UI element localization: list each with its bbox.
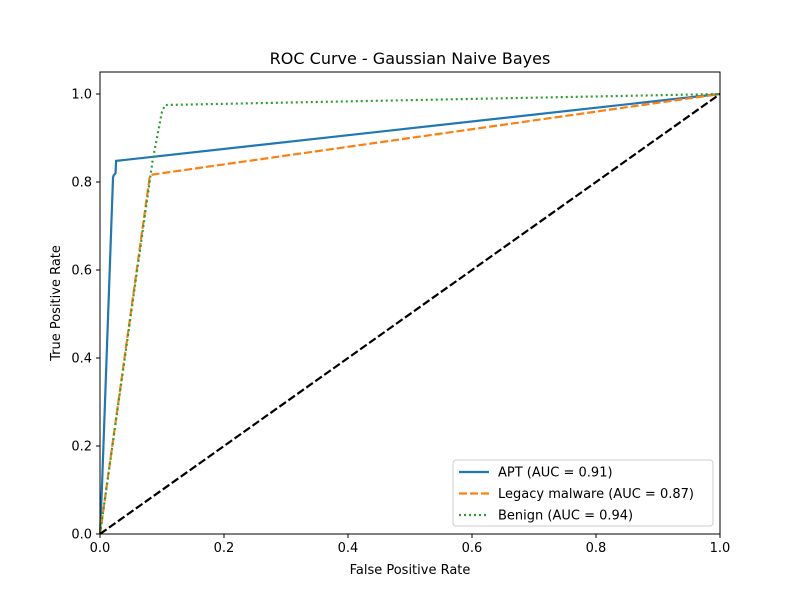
y-tick-label: 0.2 — [71, 440, 92, 455]
y-tick-label: 1.0 — [71, 88, 92, 103]
series-layer — [98, 92, 721, 535]
x-tick-label: 1.0 — [710, 541, 731, 556]
x-tick-label: 0.0 — [90, 541, 111, 556]
y-axis-label: True Positive Rate — [49, 245, 64, 362]
y-tick-label: 0.0 — [71, 528, 92, 543]
y-tick-label: 0.8 — [71, 176, 92, 191]
series-line-0 — [98, 92, 721, 535]
chance-diagonal-line — [99, 93, 721, 535]
chart-title: ROC Curve - Gaussian Naive Bayes — [270, 49, 551, 68]
series-line-1 — [98, 92, 721, 535]
x-tick-label: 0.8 — [586, 541, 607, 556]
x-axis-label: False Positive Rate — [350, 563, 471, 578]
y-tick-label: 0.4 — [71, 352, 92, 367]
y-axis-ticks: 0.0 0.2 0.4 0.6 0.8 1.0 — [71, 88, 100, 543]
x-tick-label: 0.2 — [214, 541, 235, 556]
series-line-2 — [98, 92, 721, 535]
legend-label-1: Legacy malware (AUC = 0.87) — [498, 487, 694, 502]
plot-frame — [99, 71, 721, 535]
x-tick-label: 0.4 — [338, 541, 359, 556]
legend-box — [452, 459, 714, 527]
x-axis-ticks: 0.0 0.2 0.4 0.6 0.8 1.0 — [90, 534, 731, 556]
legend-label-2: Benign (AUC = 0.94) — [498, 509, 633, 524]
y-tick-label: 0.6 — [71, 264, 92, 279]
legend-label-0: APT (AUC = 0.91) — [498, 466, 613, 481]
x-tick-label: 0.6 — [462, 541, 483, 556]
legend: APT (AUC = 0.91) Legacy malware (AUC = 0.… — [452, 459, 714, 527]
